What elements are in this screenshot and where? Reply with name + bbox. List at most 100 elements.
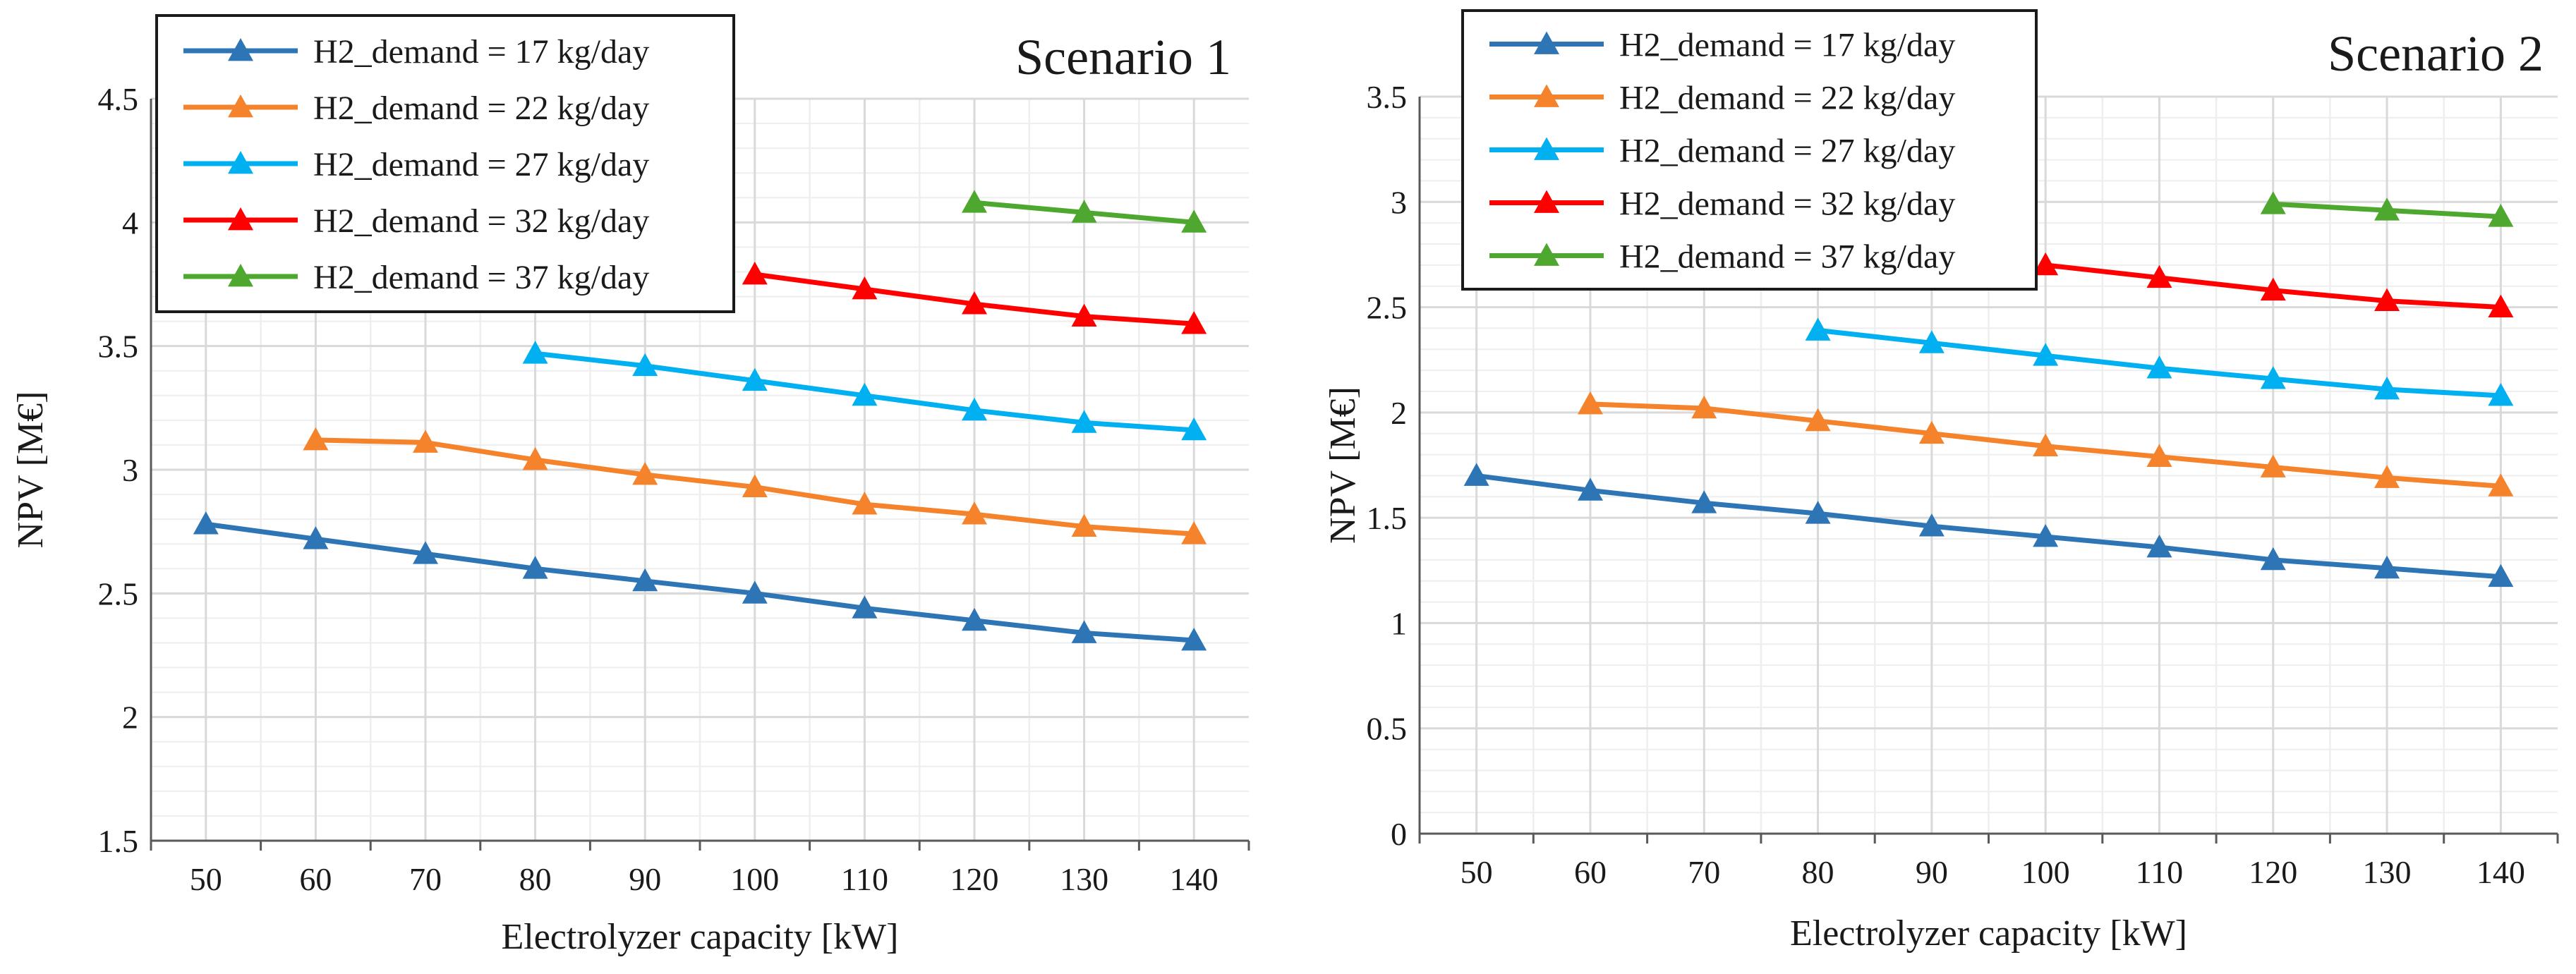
series-3 (1805, 317, 2514, 406)
series-line (1476, 473, 2501, 580)
legend-swatch-marker (1534, 137, 1559, 160)
legend-swatch-marker (1534, 84, 1559, 107)
chart-title: Scenario 1 (1015, 29, 1231, 85)
legend-label: H2_demand = 22 kg/day (1619, 80, 1955, 117)
x-tick-label: 80 (519, 861, 552, 897)
data-point (852, 492, 878, 515)
data-point (1181, 521, 1207, 544)
legend: H2_demand = 17 kg/day H2_demand = 22 kg/d… (1461, 9, 2038, 291)
data-point (1805, 317, 1831, 341)
data-point (2260, 547, 2286, 571)
data-point (2488, 294, 2514, 317)
data-point (1463, 463, 1489, 486)
legend-swatch-marker (1534, 243, 1559, 266)
data-point (2488, 564, 2514, 588)
legend-swatch-marker (1534, 190, 1559, 213)
legend-item: H2_demand = 37 kg/day (183, 259, 649, 296)
data-point (852, 276, 878, 300)
legend-label: H2_demand = 37 kg/day (313, 259, 649, 296)
data-point (1181, 417, 1207, 441)
series-line (205, 521, 1195, 643)
data-point (303, 526, 329, 549)
x-tick-label: 70 (409, 861, 442, 897)
data-point (1577, 477, 1603, 501)
y-tick-label: 2 (1391, 395, 1407, 431)
legend-item: H2_demand = 27 kg/day (1489, 133, 1955, 170)
data-point (1181, 311, 1207, 334)
legend-item: H2_demand = 32 kg/day (1489, 185, 1955, 223)
legend-item: H2_demand = 32 kg/day (183, 202, 649, 240)
data-point (2260, 366, 2286, 389)
data-point (1071, 620, 1097, 643)
legend-item: H2_demand = 22 kg/day (183, 90, 649, 127)
data-point (2146, 355, 2172, 379)
data-point (632, 568, 658, 592)
legend-swatch-marker (228, 38, 253, 61)
legend-label: H2_demand = 22 kg/day (313, 90, 649, 127)
y-tick-label: 2.5 (98, 576, 139, 611)
legend-label: H2_demand = 32 kg/day (313, 202, 649, 240)
data-point (632, 462, 658, 485)
data-point (852, 382, 878, 406)
legend-label: H2_demand = 17 kg/day (1619, 27, 1955, 64)
x-tick-label: 140 (2477, 854, 2525, 890)
data-point (742, 474, 768, 497)
x-tick-label: 90 (1916, 854, 1948, 890)
data-point (1918, 330, 1945, 353)
data-point (413, 541, 438, 564)
x-tick-label: 70 (1688, 854, 1720, 890)
y-tick-label: 4 (122, 205, 138, 241)
data-point (1918, 420, 1945, 444)
data-point (2033, 343, 2059, 366)
data-point (193, 511, 219, 535)
series-3 (522, 341, 1207, 441)
data-point (303, 427, 329, 451)
data-point (413, 430, 438, 453)
legend-label: H2_demand = 27 kg/day (1619, 133, 1955, 170)
series-4 (742, 261, 1207, 334)
data-point (962, 291, 987, 315)
legend-item: H2_demand = 37 kg/day (1489, 238, 1955, 276)
y-tick-label: 3.5 (1367, 79, 1408, 115)
legend-item: H2_demand = 17 kg/day (183, 33, 649, 71)
chart-title: Scenario 2 (2328, 25, 2544, 82)
data-point (742, 580, 768, 604)
y-axis-title: NPV [M€] (11, 391, 51, 549)
x-tick-label: 130 (2363, 854, 2412, 890)
legend-label: H2_demand = 27 kg/day (313, 146, 649, 183)
data-point (962, 190, 987, 213)
data-point (2260, 191, 2286, 214)
x-tick-label: 110 (841, 861, 888, 897)
data-point (1181, 209, 1207, 233)
data-point (1071, 410, 1097, 433)
x-tick-label: 60 (1574, 854, 1607, 890)
data-point (522, 341, 548, 364)
data-point (962, 607, 987, 631)
y-tick-label: 4.5 (98, 81, 139, 117)
data-point (1805, 501, 1831, 524)
x-tick-label: 120 (2249, 854, 2297, 890)
data-point (852, 595, 878, 619)
data-point (2146, 444, 2172, 467)
x-tick-label: 80 (1802, 854, 1834, 890)
data-point (1577, 391, 1603, 415)
y-tick-label: 0 (1391, 816, 1407, 852)
legend: H2_demand = 17 kg/day H2_demand = 22 kg/d… (155, 14, 735, 313)
series-5 (2260, 191, 2514, 227)
x-tick-label: 50 (1461, 854, 1493, 890)
legend-swatch-marker (1534, 31, 1559, 54)
series-4 (2033, 252, 2514, 317)
legend-box (1461, 9, 2038, 291)
data-point (2488, 204, 2514, 227)
data-point (2033, 433, 2059, 457)
x-tick-label: 90 (629, 861, 661, 897)
y-tick-label: 0.5 (1367, 711, 1408, 747)
data-point (632, 353, 658, 377)
data-point (2374, 465, 2400, 488)
legend-item: H2_demand = 22 kg/day (1489, 80, 1955, 117)
y-tick-label: 1 (1391, 605, 1407, 641)
legend-label: H2_demand = 32 kg/day (1619, 185, 1955, 223)
data-point (1071, 200, 1097, 223)
